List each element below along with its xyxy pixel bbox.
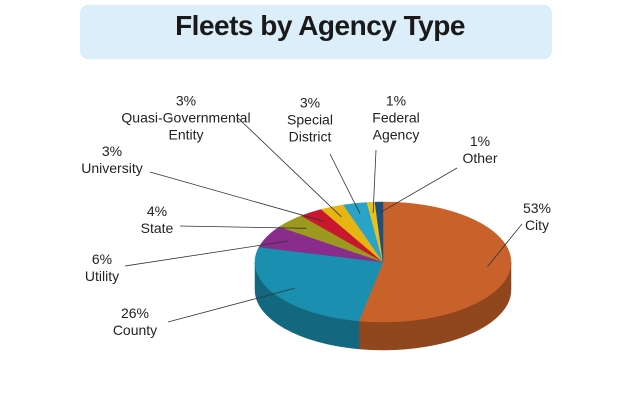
leader-line xyxy=(167,287,295,323)
pie-tops xyxy=(254,201,512,323)
slice-label: 53% City xyxy=(497,200,577,234)
leader-line xyxy=(124,240,289,267)
title-banner xyxy=(80,5,552,59)
leader-line xyxy=(237,117,342,218)
slice xyxy=(358,201,512,323)
category-label: Quasi-Governmental Entity xyxy=(121,109,251,143)
category-label: County xyxy=(112,322,158,338)
slice-label: 1% Federal Agency xyxy=(356,93,436,144)
leader-line xyxy=(372,149,377,214)
category-label: Utility xyxy=(84,268,120,284)
value-label: 1% xyxy=(469,133,491,149)
value-label: 3% xyxy=(175,92,197,109)
leader-line xyxy=(329,153,361,215)
value-label: 1% xyxy=(385,92,407,109)
value-label: 4% xyxy=(146,203,168,219)
category-label: City xyxy=(524,217,550,233)
leader-line xyxy=(487,223,523,267)
value-label: 6% xyxy=(91,251,113,267)
slice-label: 1% Other xyxy=(440,133,520,167)
slice xyxy=(254,246,384,322)
category-label: Federal Agency xyxy=(372,109,420,143)
category-label: Other xyxy=(462,150,498,166)
slice-label: 3% Quasi-Governmental Entity xyxy=(111,93,261,144)
slice xyxy=(374,201,384,263)
leader-line xyxy=(379,167,458,214)
category-label: Special District xyxy=(287,111,333,145)
value-label: 3% xyxy=(299,94,321,111)
leader-line xyxy=(179,225,307,229)
slice-label: 3% University xyxy=(72,143,152,177)
leader-lines xyxy=(124,117,523,323)
leader-line xyxy=(149,171,325,222)
slice-label: 4% State xyxy=(117,203,197,237)
slice-label: 3% Special District xyxy=(270,95,350,146)
chart-title: Fleets by Agency Type xyxy=(175,10,465,41)
value-label: 53% xyxy=(522,200,552,216)
slice-label: 6% Utility xyxy=(62,251,142,285)
value-label: 3% xyxy=(101,143,123,159)
category-label: University xyxy=(81,160,143,176)
value-label: 26% xyxy=(120,305,150,321)
slice-label: 26% County xyxy=(95,305,175,339)
category-label: State xyxy=(140,220,174,236)
